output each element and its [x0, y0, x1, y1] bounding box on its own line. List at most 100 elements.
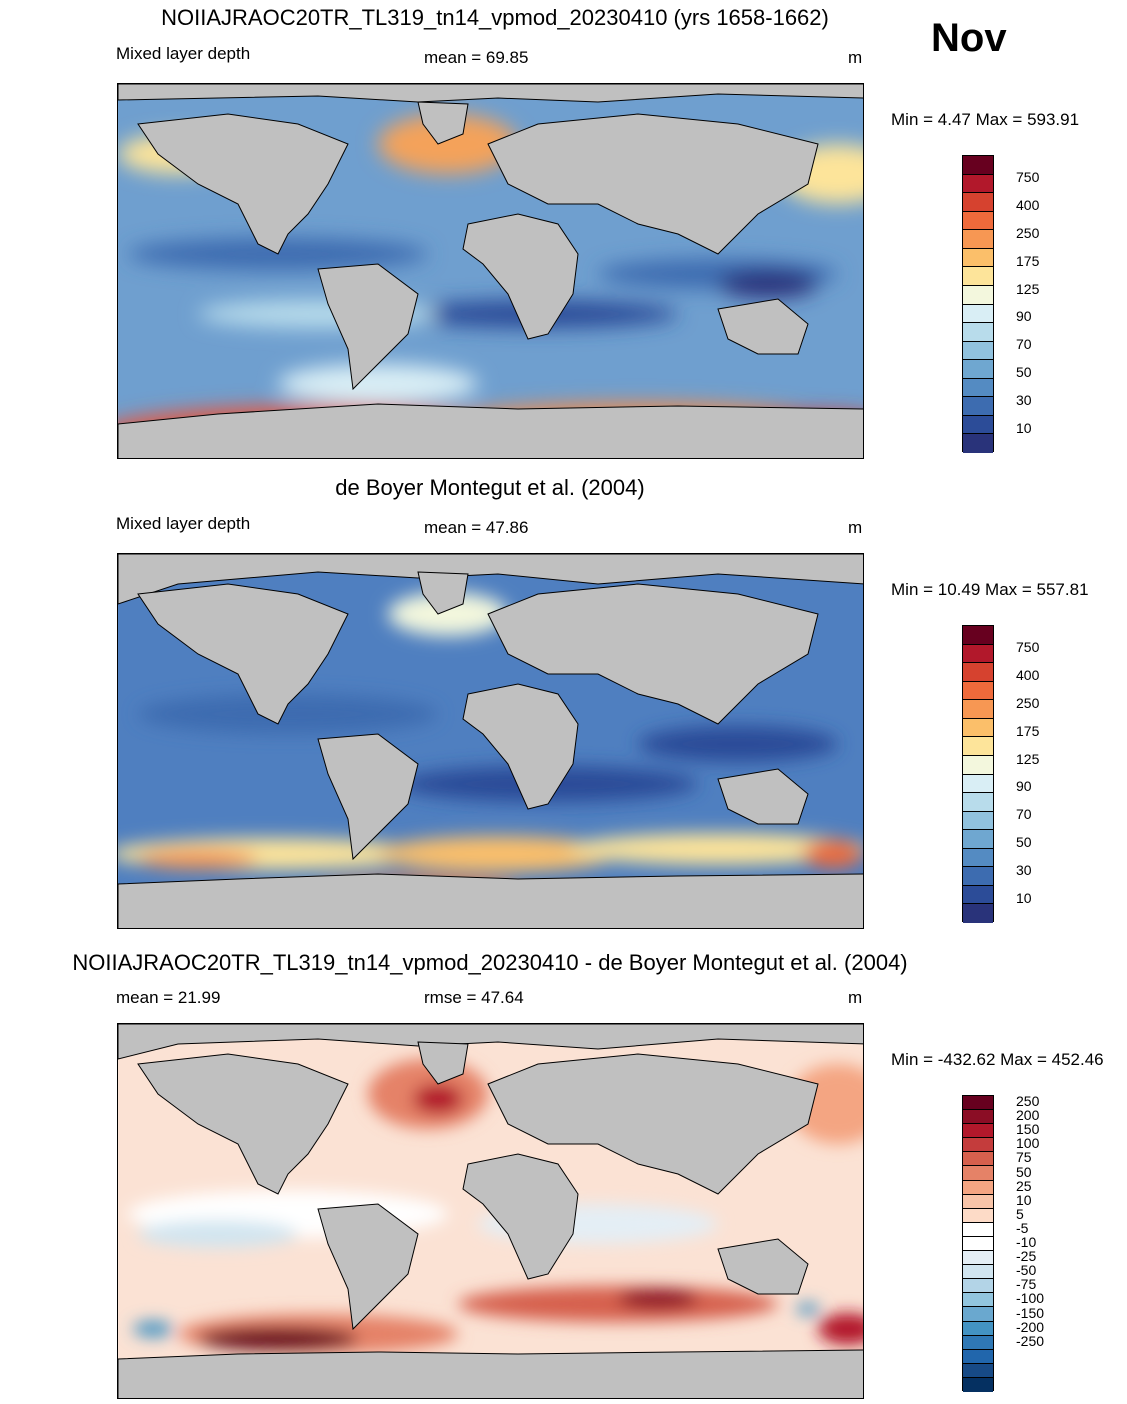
colorbar-swatch — [963, 415, 993, 435]
panel-1-units: m — [848, 48, 863, 67]
colorbar-tick-label: 90 — [1016, 778, 1032, 795]
arctic-land — [118, 1024, 863, 1060]
panel-2-left-label: Mixed layer depth — [116, 514, 251, 533]
colorbar-swatch — [963, 681, 993, 701]
colorbar-swatch — [963, 718, 993, 738]
australia — [717, 768, 809, 825]
south-america — [317, 263, 419, 391]
colorbar-swatch — [963, 1096, 993, 1111]
colorbar-tick-label: -250 — [1016, 1332, 1045, 1349]
colorbar-tick-label: -75 — [1016, 1276, 1037, 1293]
colorbar-tick-label: 250 — [1016, 224, 1040, 241]
greenland — [417, 101, 469, 145]
colorbar-tick-label: 10 — [1016, 419, 1032, 436]
antarctica — [118, 403, 863, 458]
eurasia — [487, 1053, 819, 1195]
africa — [462, 213, 579, 340]
colorbar-swatch — [963, 1194, 993, 1209]
panel-1-mean: mean = 69.85 — [424, 48, 529, 67]
panel-1-minmax: Min = 4.47 Max = 593.91 — [891, 110, 1080, 129]
colorbar-tick-label: 250 — [1016, 1093, 1040, 1110]
colorbar-tick-label: 90 — [1016, 308, 1032, 325]
colorbar-swatch — [963, 1377, 993, 1392]
australia — [717, 1238, 809, 1295]
colorbar-tick-label: 400 — [1016, 667, 1040, 684]
colorbar-swatch — [963, 1251, 993, 1266]
eurasia — [487, 113, 819, 255]
colorbar-swatch — [963, 1124, 993, 1139]
colorbar-swatch — [963, 663, 993, 682]
africa — [462, 683, 579, 810]
colorbar-tick-label: 100 — [1016, 1135, 1040, 1152]
colorbar-tick-label: 50 — [1016, 364, 1032, 381]
arctic-land — [118, 84, 863, 103]
north-america — [137, 113, 349, 255]
colorbar-tick-label: 750 — [1016, 169, 1040, 186]
colorbar-tick-label: -25 — [1016, 1248, 1037, 1265]
panel-2-mean: mean = 47.86 — [424, 518, 529, 537]
colorbar-tick-label: 10 — [1016, 1191, 1032, 1208]
colorbar-swatch — [963, 323, 993, 342]
panel-3-rmse: rmse = 47.64 — [424, 988, 524, 1007]
colorbar-tick-label: 175 — [1016, 722, 1040, 739]
colorbar-tick-label: -10 — [1016, 1234, 1037, 1251]
colorbar-tick-label: -50 — [1016, 1262, 1037, 1279]
colorbar-swatch — [963, 1279, 993, 1294]
panel-3-title: NOIIAJRAOC20TR_TL319_tn14_vpmod_20230410… — [72, 950, 908, 975]
colorbar-swatch — [963, 867, 993, 886]
colorbar-swatch — [963, 174, 993, 194]
africa — [462, 1153, 579, 1280]
colorbar-swatch — [963, 397, 993, 416]
antarctica — [118, 1349, 863, 1398]
south-america — [317, 733, 419, 861]
colorbar-swatch — [963, 1236, 993, 1252]
colorbar-swatch — [963, 341, 993, 361]
panel-2-map — [117, 553, 864, 929]
colorbar-swatch — [963, 885, 993, 905]
colorbar-tick-label: 75 — [1016, 1149, 1032, 1166]
colorbar-swatch — [963, 1180, 993, 1195]
colorbar-tick-label: 50 — [1016, 834, 1032, 851]
colorbar-tick-label: 750 — [1016, 639, 1040, 656]
colorbar-swatch — [963, 434, 993, 453]
colorbar-tick-label: 125 — [1016, 750, 1040, 767]
greenland — [417, 1041, 469, 1085]
colorbar-swatch — [963, 267, 993, 286]
colorbar-swatch — [963, 1208, 993, 1223]
panel-3-minmax: Min = -432.62 Max = 452.46 — [891, 1050, 1104, 1069]
panel-2-title: de Boyer Montegut et al. (2004) — [335, 475, 645, 500]
colorbar-tick-label: -200 — [1016, 1318, 1045, 1335]
colorbar-swatch — [963, 230, 993, 249]
north-america — [137, 1053, 349, 1195]
panel-3-colorbar — [962, 1095, 994, 1392]
panel-1-colorbar — [962, 155, 994, 453]
panel-1-map — [117, 83, 864, 459]
colorbar-swatch — [963, 811, 993, 831]
panel-1-left-label: Mixed layer depth — [116, 44, 251, 63]
panel-2-colorbar — [962, 625, 994, 923]
colorbar-swatch — [963, 1307, 993, 1322]
colorbar-swatch — [963, 1110, 993, 1125]
colorbar-swatch — [963, 793, 993, 812]
antarctica — [118, 873, 863, 928]
colorbar-swatch — [963, 360, 993, 379]
colorbar-swatch — [963, 378, 993, 398]
colorbar-swatch — [963, 211, 993, 231]
colorbar-swatch — [963, 285, 993, 305]
panel-2-units: m — [848, 518, 863, 537]
colorbar-swatch — [963, 737, 993, 756]
colorbar-tick-label: 400 — [1016, 197, 1040, 214]
colorbar-swatch — [963, 1293, 993, 1308]
colorbar-swatch — [963, 1349, 993, 1364]
arctic-land — [118, 554, 863, 605]
colorbar-swatch — [963, 904, 993, 923]
colorbar-swatch — [963, 1265, 993, 1280]
month-label: Nov — [931, 16, 1007, 60]
panel-3-mean: mean = 21.99 — [116, 988, 221, 1007]
colorbar-tick-label: 30 — [1016, 862, 1032, 879]
colorbar-swatch — [963, 304, 993, 324]
colorbar-tick-label: 175 — [1016, 252, 1040, 269]
colorbar-tick-label: 10 — [1016, 889, 1032, 906]
colorbar-tick-label: -5 — [1016, 1219, 1029, 1236]
colorbar-tick-label: 200 — [1016, 1107, 1040, 1124]
